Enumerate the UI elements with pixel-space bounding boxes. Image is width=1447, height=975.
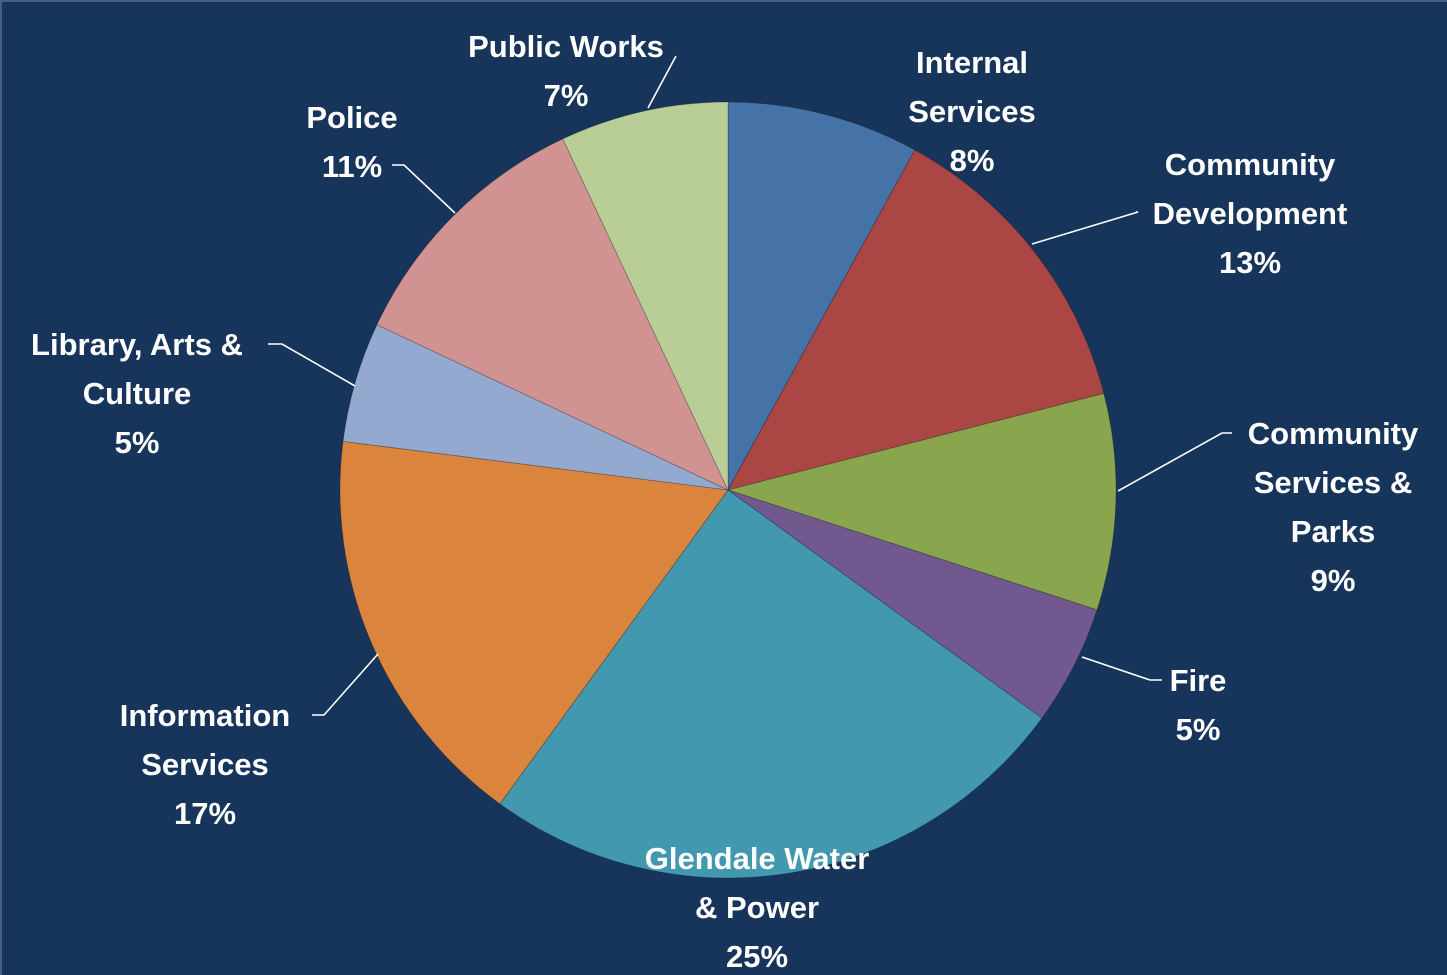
slice-percent-community: 13% <box>1219 245 1281 280</box>
leader-line-community <box>1031 211 1139 245</box>
slice-name-line-library: Culture <box>83 376 192 411</box>
slice-name-line-gwp: Glendale Water <box>645 841 870 876</box>
leader-line-infoserv <box>312 653 379 716</box>
slice-name-line-internal: Internal <box>916 45 1028 80</box>
pie-slice-infoserv[interactable] <box>339 440 729 805</box>
slice-label-community: Community Development 13% <box>1153 147 1348 280</box>
slice-name-line-parks: Parks <box>1291 514 1375 549</box>
pie-slice-library[interactable] <box>342 324 729 491</box>
slice-percent-library: 5% <box>115 425 160 460</box>
slice-percent-gwp: 25% <box>726 939 788 974</box>
slice-labels: Internal Services 8% Community Development 13… <box>31 29 1419 974</box>
pie-slice-parks[interactable] <box>726 393 1117 611</box>
slice-name-line-police: Police <box>306 100 397 135</box>
leader-line-parks <box>1117 432 1232 492</box>
leader-line-publicworks <box>647 55 677 109</box>
pie-slice-internal[interactable] <box>727 101 916 491</box>
slice-label-infoserv: Information Services 17% <box>120 698 291 831</box>
slice-name-line-gwp: & Power <box>695 890 819 925</box>
slice-name-line-fire: Fire <box>1170 663 1227 698</box>
slice-label-gwp: Glendale Water & Power 25% <box>645 841 870 974</box>
leader-line-fire <box>1081 656 1162 681</box>
slice-label-police: Police 11% <box>306 100 397 184</box>
slice-percent-parks: 9% <box>1311 563 1356 598</box>
leader-line-police <box>392 164 456 214</box>
slice-percent-publicworks: 7% <box>544 78 589 113</box>
slice-name-line-community: Development <box>1153 196 1348 231</box>
slice-percent-internal: 8% <box>950 143 995 178</box>
pie-slice-publicworks[interactable] <box>562 101 729 491</box>
pie-slice-community[interactable] <box>727 149 1105 491</box>
slice-label-parks: Community Services & Parks 9% <box>1248 416 1419 598</box>
pie-slice-fire[interactable] <box>727 489 1098 719</box>
slice-name-line-infoserv: Information <box>120 698 291 733</box>
slice-name-line-parks: Community <box>1248 416 1419 451</box>
slice-percent-infoserv: 17% <box>174 796 236 831</box>
slice-label-fire: Fire 5% <box>1170 663 1227 747</box>
pie-slices <box>339 101 1117 879</box>
slice-name-line-library: Library, Arts & <box>31 327 243 362</box>
pie-slice-gwp[interactable] <box>499 489 1043 879</box>
slice-label-internal: Internal Services 8% <box>908 45 1036 178</box>
slice-label-publicworks: Public Works 7% <box>468 29 664 113</box>
slice-percent-police: 11% <box>322 149 382 184</box>
leader-lines <box>268 55 1232 716</box>
leader-line-library <box>268 343 356 387</box>
slice-name-line-publicworks: Public Works <box>468 29 664 64</box>
slice-percent-fire: 5% <box>1176 712 1221 747</box>
slice-name-line-infoserv: Services <box>141 747 269 782</box>
slice-name-line-community: Community <box>1165 147 1336 182</box>
slice-label-library: Library, Arts & Culture 5% <box>31 327 243 460</box>
pie-slice-police[interactable] <box>376 138 729 491</box>
slice-name-line-internal: Services <box>908 94 1036 129</box>
slice-name-line-parks: Services & <box>1254 465 1413 500</box>
